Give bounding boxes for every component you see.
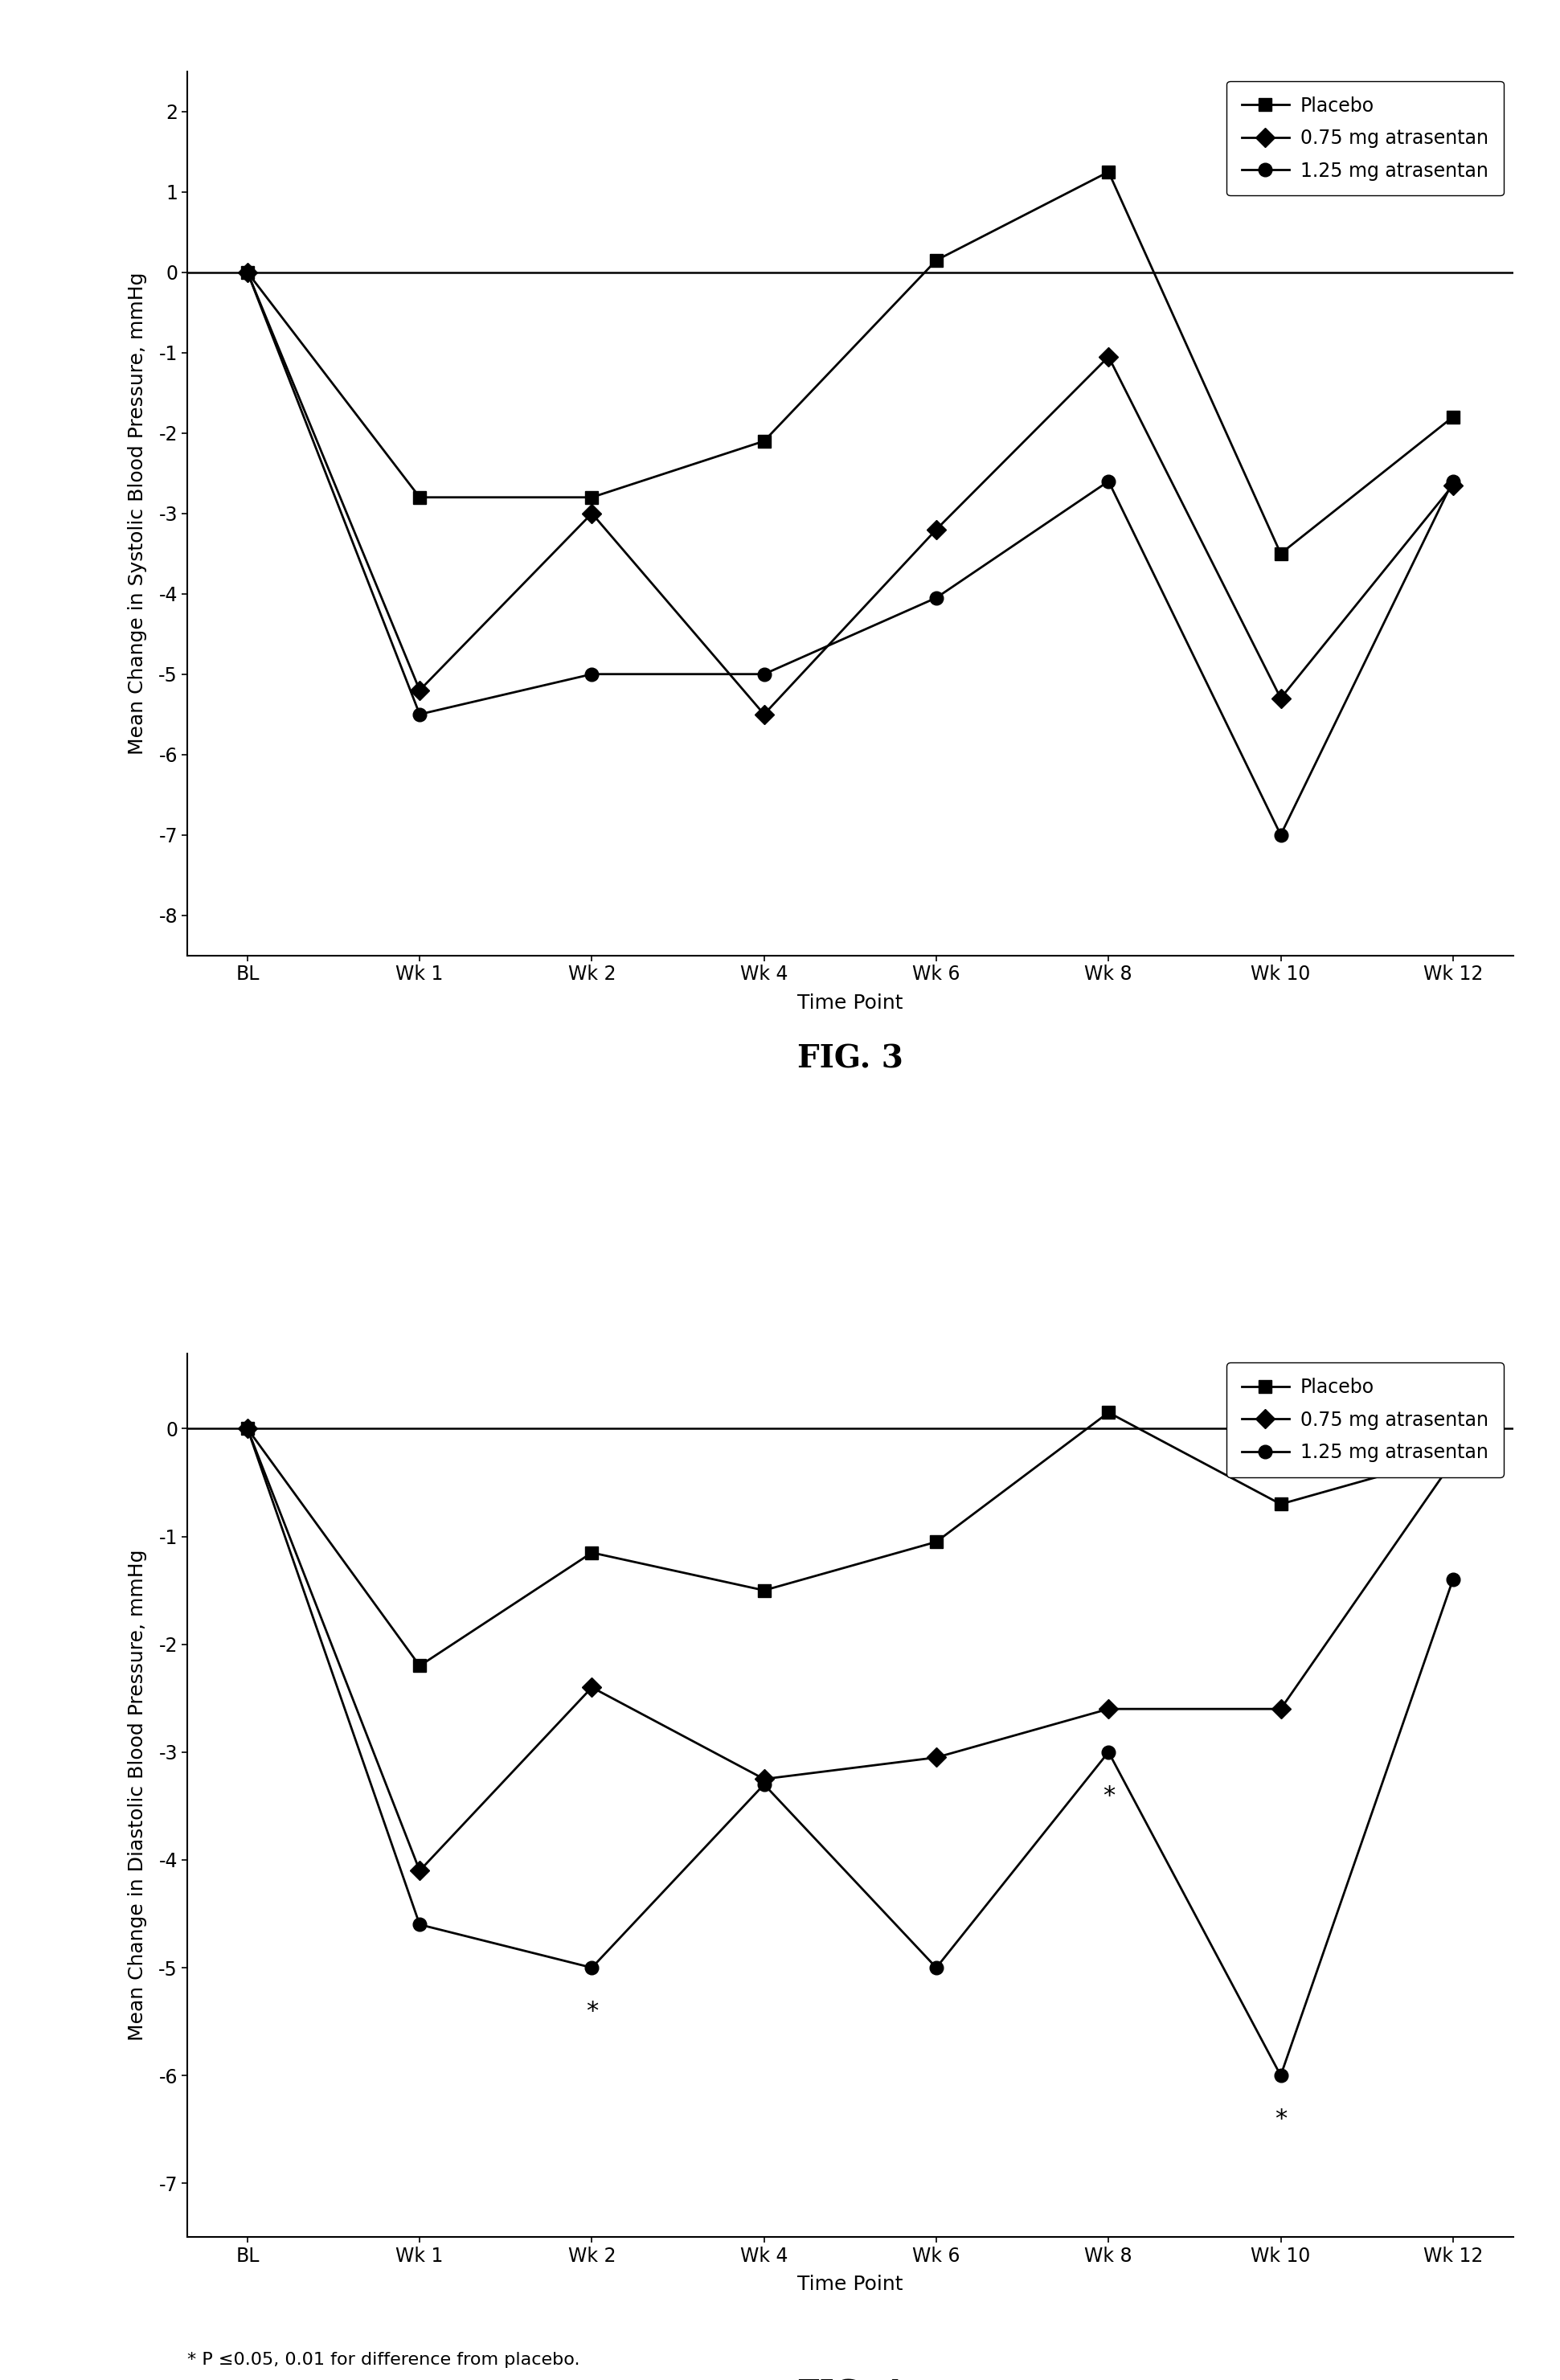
0.75 mg atrasentan <box>1443 1447 1462 1476</box>
0.75 mg atrasentan <box>410 676 429 704</box>
Placebo <box>410 483 429 512</box>
X-axis label: Time Point: Time Point <box>797 992 903 1012</box>
Text: *: * <box>1275 2109 1287 2130</box>
1.25 mg atrasentan <box>410 700 429 728</box>
Legend: Placebo, 0.75 mg atrasentan, 1.25 mg atrasentan: Placebo, 0.75 mg atrasentan, 1.25 mg atr… <box>1226 1364 1504 1478</box>
Placebo <box>1271 1490 1290 1518</box>
Placebo <box>755 426 774 455</box>
0.75 mg atrasentan <box>1271 1695 1290 1723</box>
Placebo <box>582 483 601 512</box>
Placebo <box>927 245 945 274</box>
Placebo <box>239 1414 257 1442</box>
0.75 mg atrasentan <box>1443 471 1462 500</box>
0.75 mg atrasentan <box>582 1673 601 1702</box>
Line: Placebo: Placebo <box>240 164 1460 559</box>
Line: 1.25 mg atrasentan: 1.25 mg atrasentan <box>240 267 1460 843</box>
0.75 mg atrasentan <box>239 1414 257 1442</box>
Line: 1.25 mg atrasentan: 1.25 mg atrasentan <box>240 1421 1460 2082</box>
0.75 mg atrasentan <box>755 1764 774 1792</box>
Y-axis label: Mean Change in Systolic Blood Pressure, mmHg: Mean Change in Systolic Blood Pressure, … <box>128 271 148 754</box>
Text: * P ≤0.05, 0.01 for difference from placebo.: * P ≤0.05, 0.01 for difference from plac… <box>187 2351 580 2368</box>
1.25 mg atrasentan <box>1100 1737 1119 1766</box>
Text: *: * <box>1103 1785 1115 1809</box>
Placebo <box>755 1576 774 1604</box>
1.25 mg atrasentan <box>1100 466 1119 495</box>
0.75 mg atrasentan <box>755 700 774 728</box>
Line: Placebo: Placebo <box>240 1407 1460 1673</box>
Text: *: * <box>585 1999 597 2023</box>
1.25 mg atrasentan <box>927 1954 945 1983</box>
Placebo <box>239 257 257 286</box>
0.75 mg atrasentan <box>927 514 945 543</box>
1.25 mg atrasentan <box>1271 821 1290 850</box>
Placebo <box>1443 402 1462 431</box>
1.25 mg atrasentan <box>927 583 945 612</box>
Placebo <box>1271 540 1290 569</box>
Placebo <box>1100 1397 1119 1426</box>
X-axis label: Time Point: Time Point <box>797 2275 903 2294</box>
Placebo <box>1100 157 1119 186</box>
Line: 0.75 mg atrasentan: 0.75 mg atrasentan <box>240 267 1460 721</box>
0.75 mg atrasentan <box>1100 343 1119 371</box>
Placebo <box>582 1537 601 1566</box>
1.25 mg atrasentan <box>239 257 257 286</box>
1.25 mg atrasentan <box>1443 466 1462 495</box>
1.25 mg atrasentan <box>1271 2061 1290 2090</box>
1.25 mg atrasentan <box>582 659 601 688</box>
0.75 mg atrasentan <box>410 1856 429 1885</box>
0.75 mg atrasentan <box>239 257 257 286</box>
Text: FIG. 3: FIG. 3 <box>797 1045 903 1073</box>
1.25 mg atrasentan <box>755 1771 774 1799</box>
Placebo <box>410 1652 429 1680</box>
1.25 mg atrasentan <box>582 1954 601 1983</box>
1.25 mg atrasentan <box>410 1911 429 1940</box>
Placebo <box>927 1528 945 1557</box>
1.25 mg atrasentan <box>1443 1566 1462 1595</box>
0.75 mg atrasentan <box>582 500 601 528</box>
1.25 mg atrasentan <box>239 1414 257 1442</box>
Line: 0.75 mg atrasentan: 0.75 mg atrasentan <box>240 1421 1460 1878</box>
Y-axis label: Mean Change in Diastolic Blood Pressure, mmHg: Mean Change in Diastolic Blood Pressure,… <box>128 1549 148 2042</box>
0.75 mg atrasentan <box>927 1742 945 1771</box>
Placebo <box>1443 1442 1462 1471</box>
Legend: Placebo, 0.75 mg atrasentan, 1.25 mg atrasentan: Placebo, 0.75 mg atrasentan, 1.25 mg atr… <box>1226 81 1504 195</box>
1.25 mg atrasentan <box>755 659 774 688</box>
0.75 mg atrasentan <box>1271 683 1290 712</box>
0.75 mg atrasentan <box>1100 1695 1119 1723</box>
